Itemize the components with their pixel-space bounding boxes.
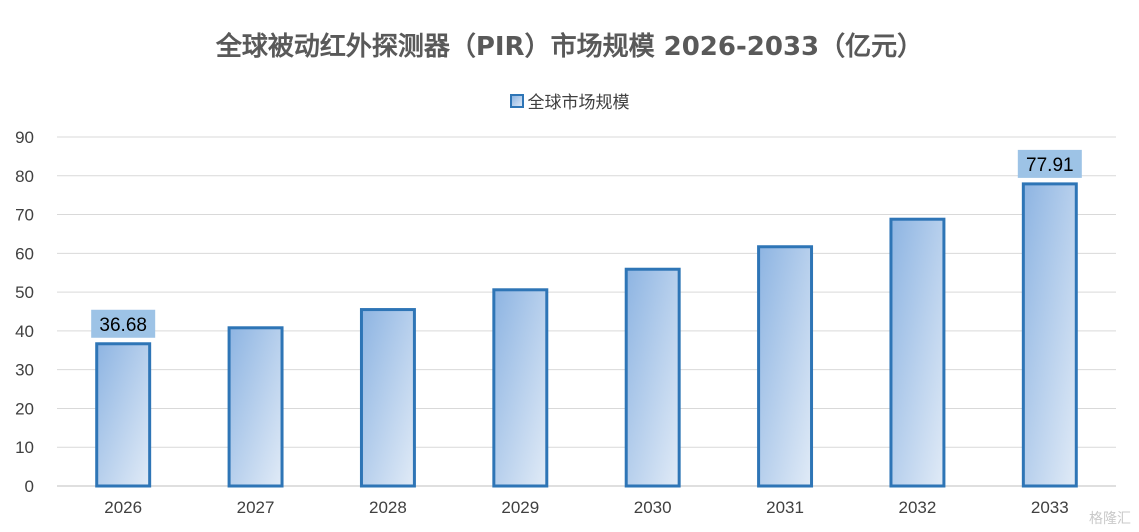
data-label-box: [1017, 149, 1082, 178]
gridlines: [57, 136, 1116, 487]
x-tick-label: 2032: [899, 498, 937, 517]
y-tick-label: 90: [15, 128, 34, 147]
data-label: 77.91: [1026, 155, 1074, 176]
chart-legend: 全球市场规模: [0, 88, 1139, 113]
legend-label: 全球市场规模: [527, 93, 630, 113]
y-tick-label: 30: [15, 361, 34, 380]
watermark-logo: 格隆汇: [1089, 511, 1131, 527]
x-tick-label: 2026: [104, 498, 142, 517]
x-tick-label: 2029: [501, 498, 539, 517]
x-tick-label: 2028: [369, 498, 407, 517]
y-tick-label: 60: [15, 244, 34, 263]
x-tick-label: 2033: [1031, 498, 1069, 517]
x-tick-label: 2027: [237, 498, 275, 517]
y-tick-label: 50: [15, 283, 34, 302]
chart-title: 全球被动红外探测器（PIR）市场规模 2026-2033（亿元）: [215, 32, 924, 62]
x-axis-ticks: 2026 2027 2028 2029 2030 2031 2032 2033: [104, 498, 1068, 517]
y-tick-label: 40: [15, 322, 34, 341]
y-tick-label: 10: [15, 438, 34, 457]
legend-swatch: [509, 93, 524, 108]
bar: [757, 245, 814, 488]
y-tick-label: 80: [15, 167, 34, 186]
y-tick-label: 0: [25, 477, 34, 496]
x-tick-label: 2031: [766, 498, 804, 517]
bar: [492, 288, 549, 488]
data-label-box: [91, 309, 156, 338]
y-tick-label: 20: [15, 399, 34, 418]
bar: [1021, 182, 1078, 488]
y-axis-ticks: 0 10 20 30 40 50 60 70 80 90: [15, 128, 34, 496]
bar: [227, 326, 284, 488]
bar: [624, 267, 681, 488]
data-label: 36.68: [99, 315, 147, 336]
bar: [889, 217, 946, 488]
bars: [95, 182, 1078, 488]
y-tick-label: 70: [15, 206, 34, 225]
data-labels: 36.68 77.91: [91, 149, 1082, 338]
bar: [95, 342, 152, 488]
x-tick-label: 2030: [634, 498, 672, 517]
bar: [359, 308, 416, 488]
